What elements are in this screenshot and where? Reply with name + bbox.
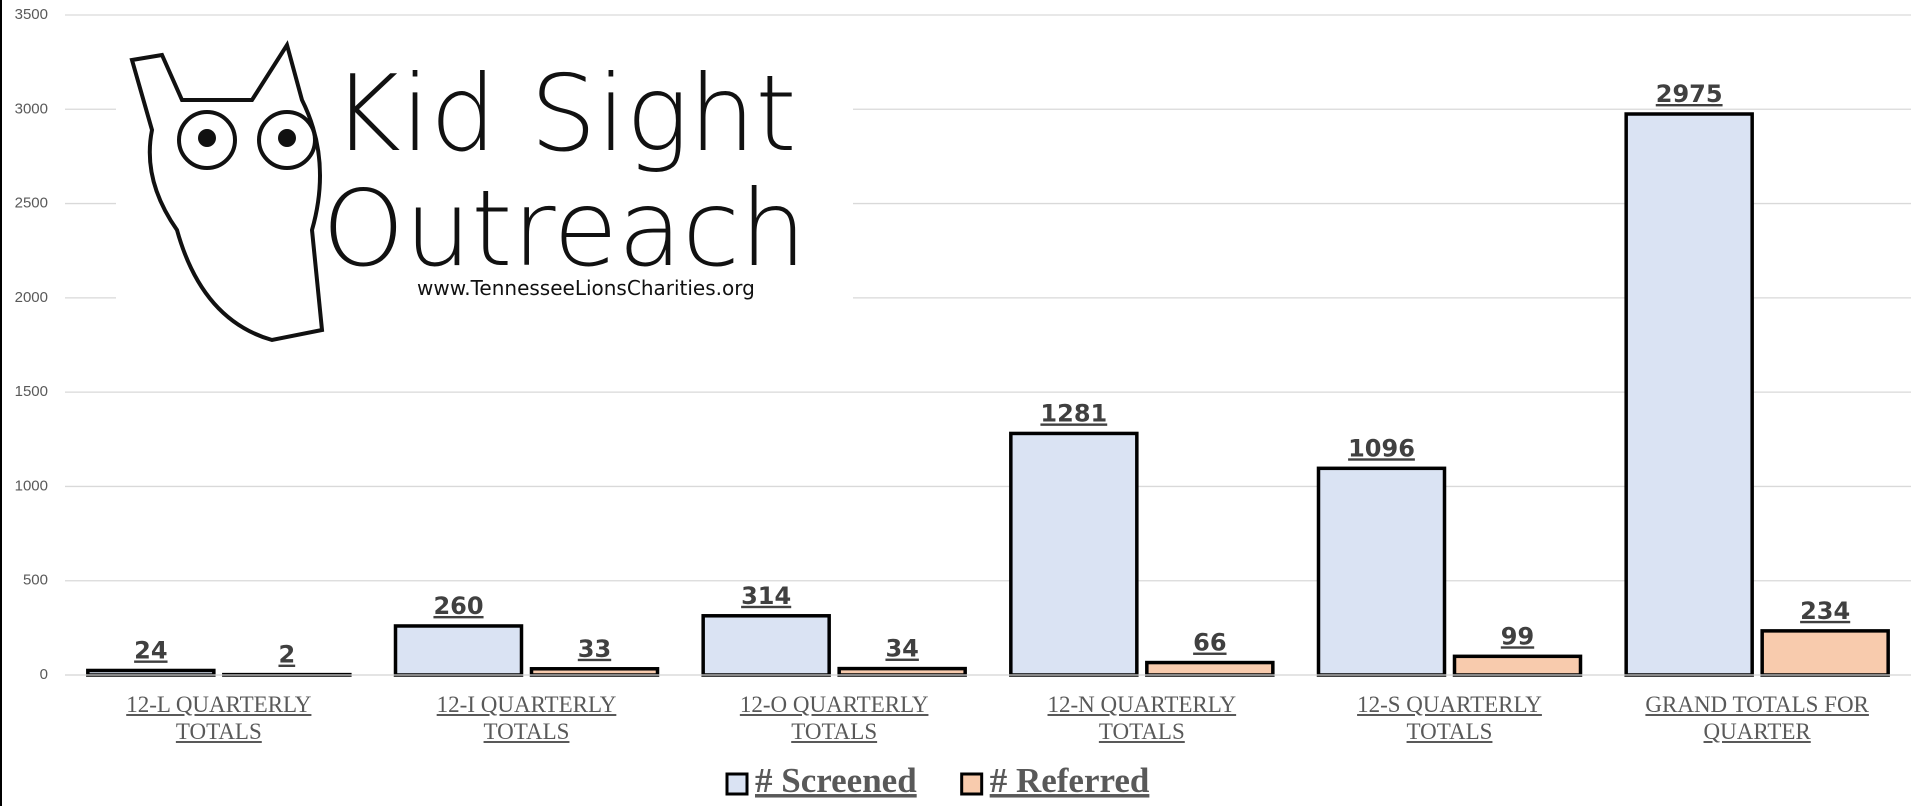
x-tick-label: 12-S QUARTERLY TOTALS [1325,691,1575,745]
x-tick-label: 12-N QUARTERLY TOTALS [1017,691,1267,745]
bar [703,616,829,675]
y-tick-label: 3500 [15,6,48,23]
legend-swatch [727,774,747,794]
legend-label: # Referred [990,761,1150,800]
x-tick-label: 12-L QUARTERLY TOTALS [94,691,344,745]
legend-swatch [962,774,982,794]
logo-eye [198,129,216,147]
bar [532,669,658,675]
x-tick-label: GRAND TOTALS FOR QUARTER [1632,691,1882,745]
y-tick-label: 2500 [15,195,48,212]
x-tick-label: 12-O QUARTERLY TOTALS [709,691,959,745]
bar [1319,468,1445,675]
logo-line1: Kid Sight [332,53,797,175]
value-label: 34 [885,635,918,663]
y-tick-label: 500 [23,572,48,589]
logo-line2: Outreach [322,168,806,290]
chart: Kid Sight Outreach www.TennesseeLionsCha… [2,0,1915,806]
page: Kid Sight Outreach www.TennesseeLionsCha… [0,0,1915,806]
value-label: 66 [1193,629,1226,657]
logo-url: www.TennesseeLionsCharities.org [417,276,755,300]
y-tick-label: 1000 [15,477,48,494]
bar [839,669,965,675]
bar [396,626,522,675]
bar [1147,663,1273,675]
bar [1626,114,1752,675]
bar [88,670,214,675]
legend-label: # Screened [755,761,917,800]
x-tick-label: 12-I QUARTERLY TOTALS [402,691,652,745]
value-label: 314 [741,582,791,610]
value-label: 2 [278,641,295,669]
value-label: 2975 [1656,80,1723,108]
value-label: 24 [134,636,167,664]
value-label: 99 [1501,622,1534,650]
logo-eye [278,129,296,147]
y-tick-label: 3000 [15,100,48,117]
value-label: 234 [1800,597,1850,625]
y-tick-label: 1500 [15,383,48,400]
logo: Kid Sight Outreach www.TennesseeLionsCha… [116,24,853,348]
value-label: 260 [433,592,483,620]
bar [1455,656,1581,675]
value-label: 1096 [1348,434,1415,462]
value-label: 1281 [1040,399,1107,427]
bar [1011,433,1137,675]
bar [1762,631,1888,675]
y-tick-label: 0 [40,666,48,683]
y-tick-label: 2000 [15,289,48,306]
value-label: 33 [578,635,611,663]
